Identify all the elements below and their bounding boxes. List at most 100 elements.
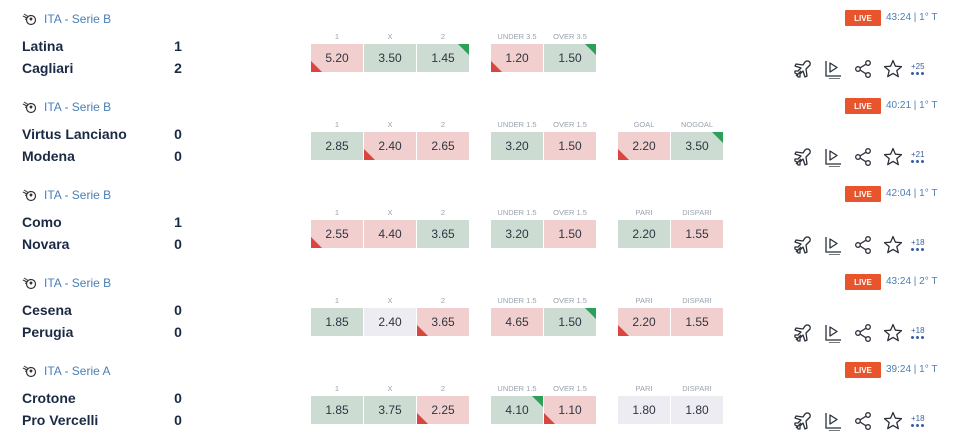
odd-button[interactable]: 2.20 bbox=[618, 220, 670, 248]
league-header[interactable]: ITA - Serie B bbox=[22, 100, 111, 114]
more-markets-button[interactable]: +18 bbox=[911, 238, 925, 251]
league-name[interactable]: ITA - Serie A bbox=[44, 364, 111, 378]
more-markets-button[interactable]: +21 bbox=[911, 150, 925, 163]
away-team[interactable]: Pro Vercelli bbox=[22, 412, 99, 428]
odds-market-m2: UNDER 3.5 1.20 OVER 3.5 1.50 bbox=[491, 30, 596, 72]
odd-button[interactable]: 2.25 bbox=[417, 396, 469, 424]
odd-button[interactable]: 4.65 bbox=[491, 308, 543, 336]
league-name[interactable]: ITA - Serie B bbox=[44, 188, 112, 202]
away-team[interactable]: Perugia bbox=[22, 324, 74, 340]
odd-label: OVER 1.5 bbox=[553, 120, 587, 129]
odd-cell: X 3.50 bbox=[364, 30, 416, 72]
odd-button[interactable]: 2.55 bbox=[311, 220, 363, 248]
play-list-icon[interactable] bbox=[822, 410, 843, 431]
odds-market-m2: UNDER 1.5 3.20 OVER 1.5 1.50 bbox=[491, 206, 596, 248]
flight-icon[interactable] bbox=[792, 146, 813, 167]
odd-button[interactable]: 3.65 bbox=[417, 220, 469, 248]
play-list-icon[interactable] bbox=[822, 322, 843, 343]
odd-cell: 2 3.65 bbox=[417, 294, 469, 336]
odd-label: 2 bbox=[440, 384, 446, 393]
odd-button[interactable]: 2.65 bbox=[417, 132, 469, 160]
odd-button[interactable]: 5.20 bbox=[311, 44, 363, 72]
share-icon[interactable] bbox=[852, 322, 873, 343]
league-header[interactable]: ITA - Serie B bbox=[22, 276, 111, 290]
away-team[interactable]: Cagliari bbox=[22, 60, 74, 76]
away-team[interactable]: Novara bbox=[22, 236, 70, 252]
more-markets-count: +21 bbox=[911, 150, 925, 159]
odd-button[interactable]: 1.50 bbox=[544, 132, 596, 160]
match-row: ITA - Serie B Latina Cagliari 1 2 LIVE 43:24 … bbox=[0, 10, 953, 98]
more-markets-button[interactable]: +18 bbox=[911, 326, 925, 339]
star-icon[interactable] bbox=[882, 58, 903, 79]
star-icon[interactable] bbox=[882, 146, 903, 167]
odd-cell: X 3.75 bbox=[364, 382, 416, 424]
league-name[interactable]: ITA - Serie B bbox=[44, 100, 112, 114]
odd-button[interactable]: 1.80 bbox=[618, 396, 670, 424]
odd-button[interactable]: 2.40 bbox=[364, 132, 416, 160]
odd-label: 2 bbox=[440, 32, 446, 41]
odd-button[interactable]: 1.55 bbox=[671, 308, 723, 336]
star-icon[interactable] bbox=[882, 234, 903, 255]
live-badge: LIVE bbox=[845, 10, 881, 26]
odd-button[interactable]: 3.50 bbox=[671, 132, 723, 160]
odd-button[interactable]: 1.45 bbox=[417, 44, 469, 72]
flight-icon[interactable] bbox=[792, 234, 813, 255]
odd-button[interactable]: 1.50 bbox=[544, 44, 596, 72]
home-score: 0 bbox=[174, 302, 182, 318]
odd-label: X bbox=[387, 208, 393, 217]
league-header[interactable]: ITA - Serie B bbox=[22, 12, 111, 26]
share-icon[interactable] bbox=[852, 146, 873, 167]
odd-button[interactable]: 4.10 bbox=[491, 396, 543, 424]
share-icon[interactable] bbox=[852, 58, 873, 79]
home-team[interactable]: Como bbox=[22, 214, 62, 230]
odd-value: 2.85 bbox=[325, 139, 349, 153]
flight-icon[interactable] bbox=[792, 410, 813, 431]
star-icon[interactable] bbox=[882, 410, 903, 431]
league-header[interactable]: ITA - Serie B bbox=[22, 188, 111, 202]
odd-button[interactable]: 2.20 bbox=[618, 308, 670, 336]
odd-button[interactable]: 1.85 bbox=[311, 308, 363, 336]
share-icon[interactable] bbox=[852, 234, 873, 255]
odd-cell: OVER 1.5 1.50 bbox=[544, 294, 596, 336]
play-list-icon[interactable] bbox=[822, 234, 843, 255]
odd-button[interactable]: 1.10 bbox=[544, 396, 596, 424]
odd-label: X bbox=[387, 120, 393, 129]
odd-value: 2.20 bbox=[632, 139, 656, 153]
odd-button[interactable]: 3.65 bbox=[417, 308, 469, 336]
odd-value: 3.65 bbox=[431, 227, 455, 241]
league-name[interactable]: ITA - Serie B bbox=[44, 276, 112, 290]
home-team[interactable]: Cesena bbox=[22, 302, 72, 318]
odd-button[interactable]: 1.85 bbox=[311, 396, 363, 424]
more-markets-count: +18 bbox=[911, 326, 925, 335]
odd-up-indicator bbox=[585, 308, 596, 319]
odd-button[interactable]: 1.50 bbox=[544, 220, 596, 248]
away-team[interactable]: Modena bbox=[22, 148, 75, 164]
star-icon[interactable] bbox=[882, 322, 903, 343]
play-list-icon[interactable] bbox=[822, 146, 843, 167]
odd-label: 2 bbox=[440, 296, 446, 305]
odd-button[interactable]: 4.40 bbox=[364, 220, 416, 248]
play-list-icon[interactable] bbox=[822, 58, 843, 79]
match-row: ITA - Serie B Cesena Perugia 0 0 LIVE 43:24 |… bbox=[0, 274, 953, 362]
more-markets-button[interactable]: +18 bbox=[911, 414, 925, 427]
flight-icon[interactable] bbox=[792, 58, 813, 79]
odd-button[interactable]: 3.75 bbox=[364, 396, 416, 424]
share-icon[interactable] bbox=[852, 410, 873, 431]
odd-button[interactable]: 3.20 bbox=[491, 220, 543, 248]
odd-button[interactable]: 1.55 bbox=[671, 220, 723, 248]
odd-button[interactable]: 1.50 bbox=[544, 308, 596, 336]
home-team[interactable]: Latina bbox=[22, 38, 64, 54]
odd-button[interactable]: 2.85 bbox=[311, 132, 363, 160]
odd-button[interactable]: 3.50 bbox=[364, 44, 416, 72]
home-team[interactable]: Crotone bbox=[22, 390, 76, 406]
odd-button[interactable]: 1.80 bbox=[671, 396, 723, 424]
odd-button[interactable]: 1.20 bbox=[491, 44, 543, 72]
more-markets-button[interactable]: +25 bbox=[911, 62, 925, 75]
home-team[interactable]: Virtus Lanciano bbox=[22, 126, 127, 142]
flight-icon[interactable] bbox=[792, 322, 813, 343]
odd-button[interactable]: 3.20 bbox=[491, 132, 543, 160]
odd-button[interactable]: 2.20 bbox=[618, 132, 670, 160]
league-header[interactable]: ITA - Serie A bbox=[22, 364, 110, 378]
odd-button[interactable]: 2.40 bbox=[364, 308, 416, 336]
league-name[interactable]: ITA - Serie B bbox=[44, 12, 112, 26]
